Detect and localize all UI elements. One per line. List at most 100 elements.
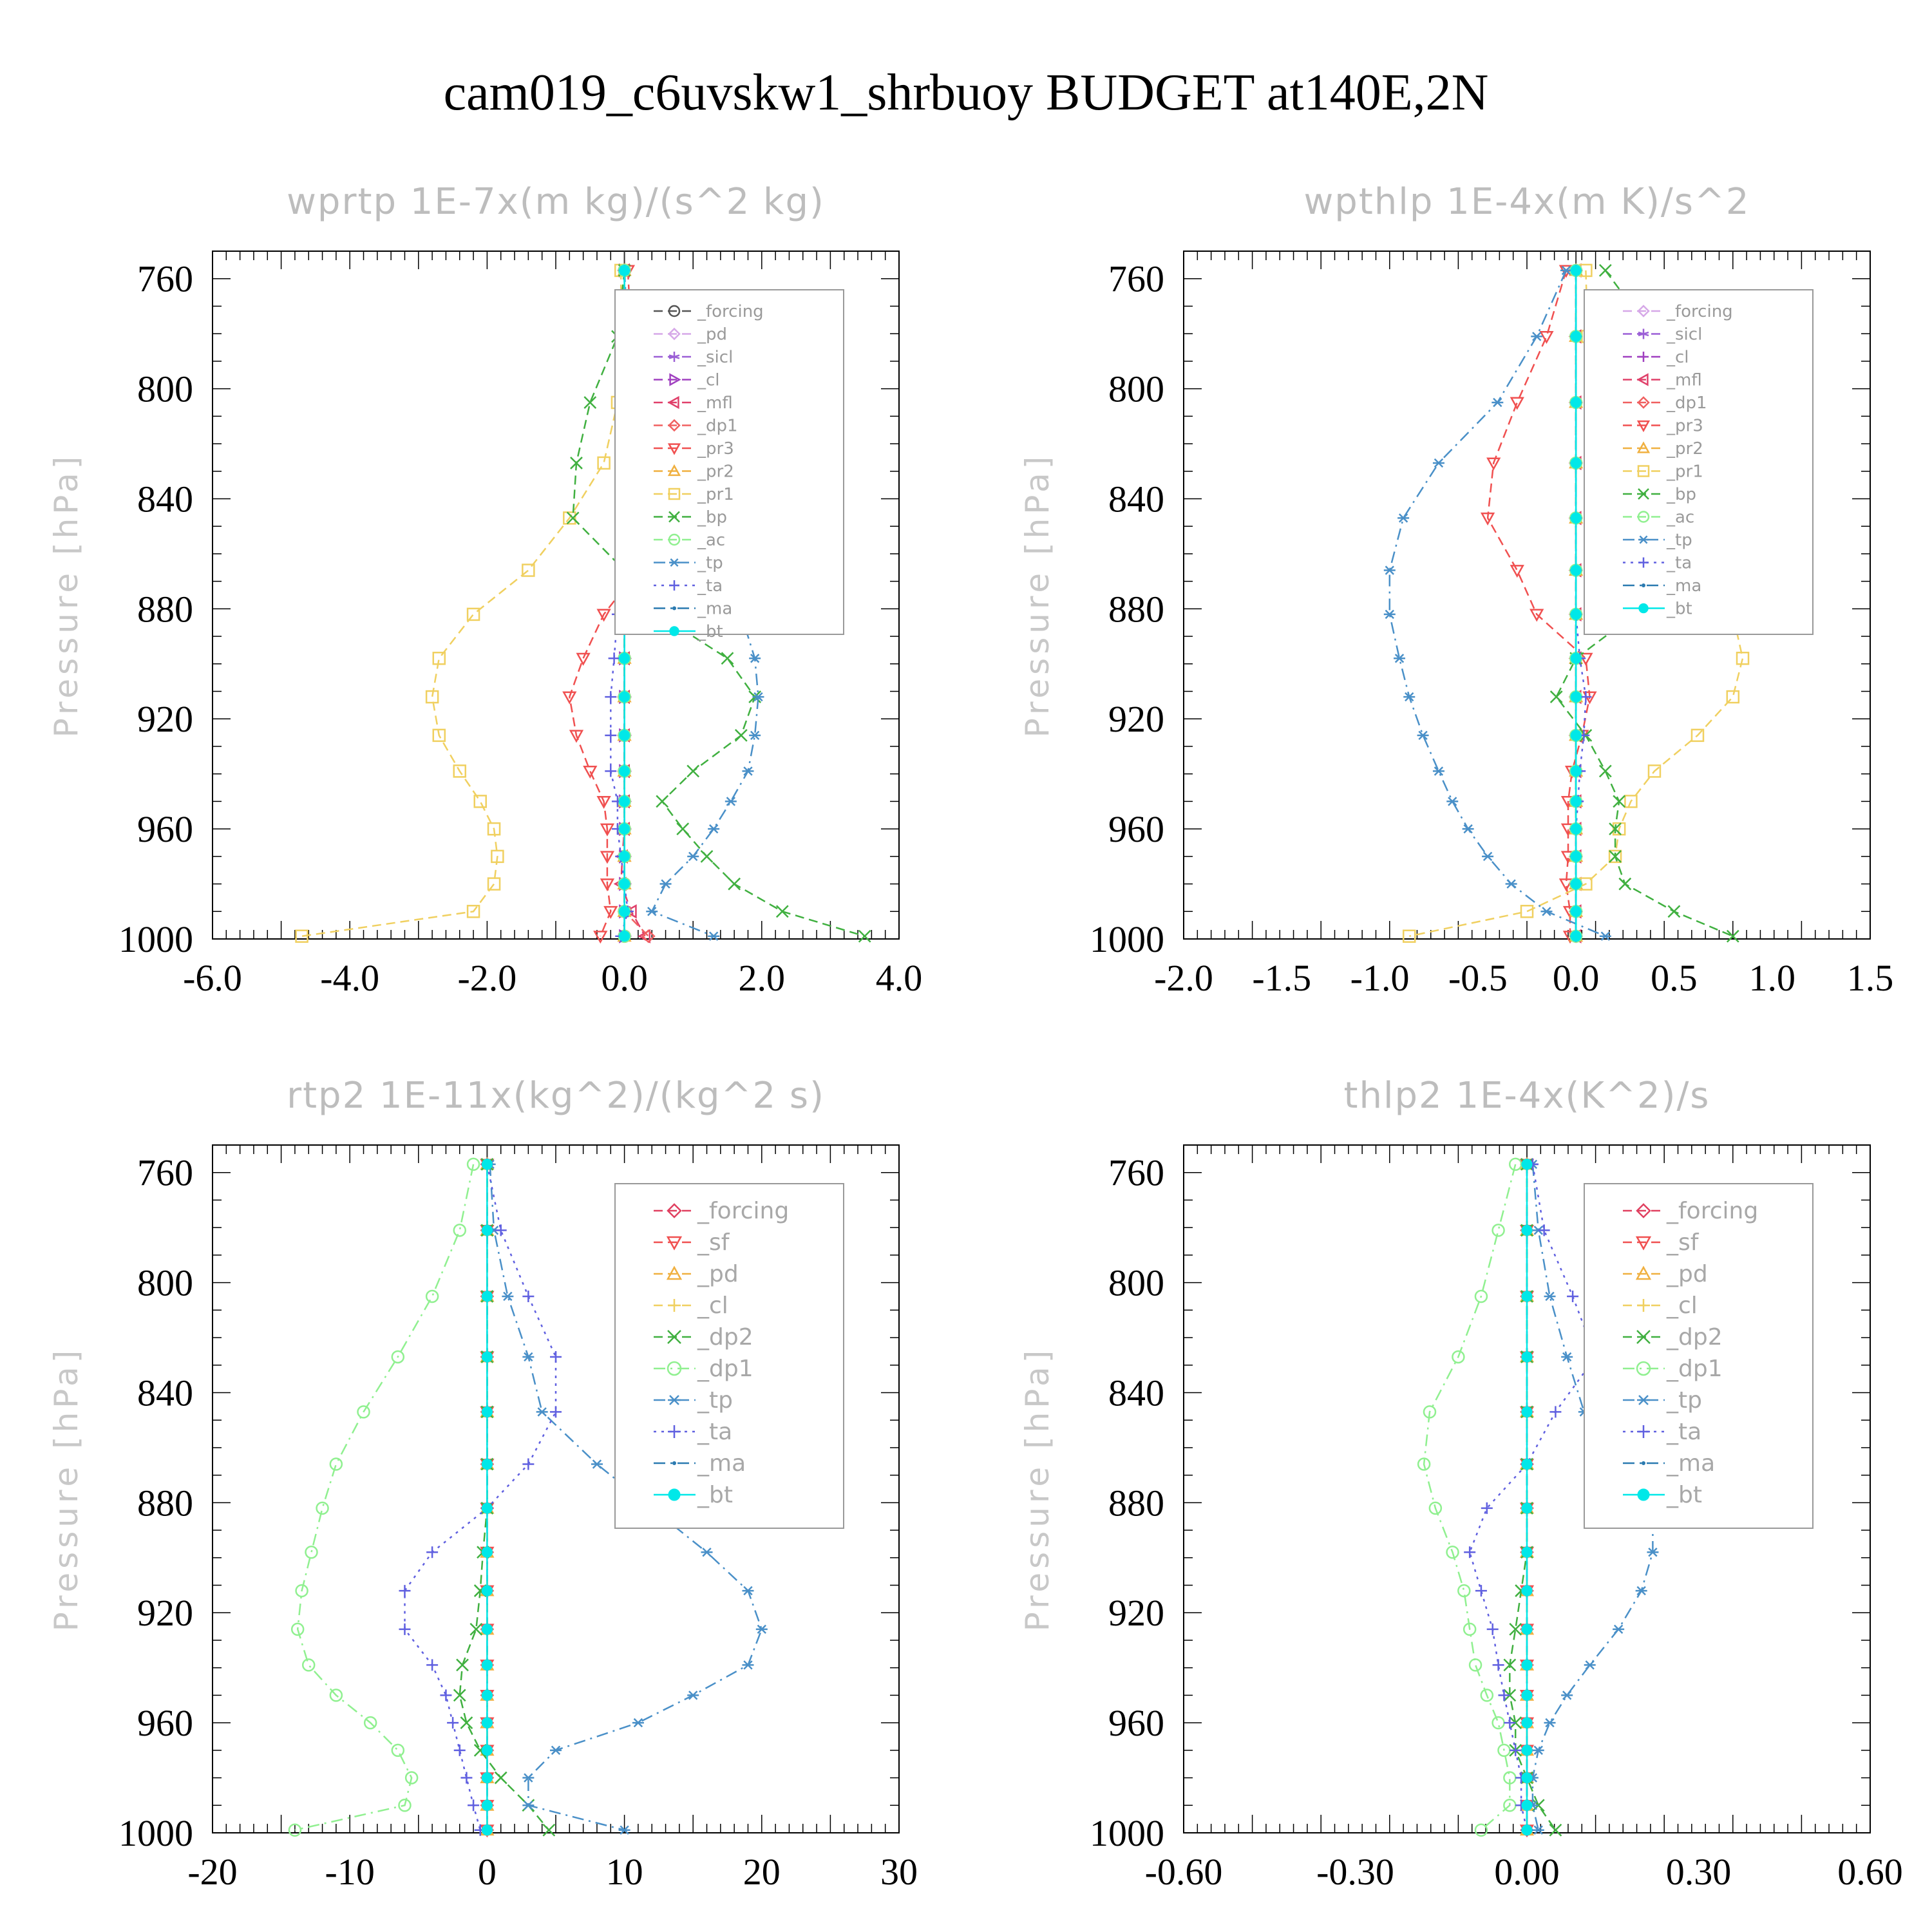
data-point xyxy=(550,1350,562,1363)
legend-item: _dp2 xyxy=(1623,1324,1723,1350)
legend-item: _pd xyxy=(1623,1261,1708,1287)
data-point xyxy=(1521,1159,1533,1170)
data-point xyxy=(447,1717,459,1729)
legend-marker xyxy=(1637,1425,1650,1438)
data-point xyxy=(1570,564,1582,576)
data-point xyxy=(632,1718,644,1728)
x-tick-label: -0.5 xyxy=(1448,957,1508,999)
legend-marker xyxy=(667,1203,682,1218)
legend-item: _bt xyxy=(1623,600,1692,619)
data-point xyxy=(1417,1457,1431,1471)
data-point xyxy=(591,1459,603,1469)
legend-box xyxy=(1584,1183,1814,1529)
legend-marker xyxy=(667,1330,681,1344)
data-point xyxy=(775,905,789,918)
data-point xyxy=(1570,397,1582,408)
x-tick-label: -2.0 xyxy=(457,957,516,999)
series-tp xyxy=(1383,265,1611,941)
legend: _forcing _sf _pd _cl _dp2 _dp1 _tp _ta _ma _bt xyxy=(1584,1183,1814,1529)
data-point xyxy=(1510,1744,1522,1756)
data-point xyxy=(1612,822,1626,836)
x-tick-label: 4.0 xyxy=(876,957,923,999)
data-point xyxy=(1532,1745,1544,1756)
data-point xyxy=(481,1291,493,1302)
data-point xyxy=(619,730,630,741)
data-point xyxy=(1726,929,1739,943)
data-point xyxy=(460,1772,473,1784)
data-point xyxy=(398,1799,412,1812)
legend-label: _ta xyxy=(697,576,723,596)
legend-item: _pd xyxy=(654,325,727,345)
legend-label: _ta xyxy=(1666,1419,1701,1445)
data-point xyxy=(1538,1224,1550,1236)
data-point xyxy=(1423,1405,1437,1419)
x-tick-label: 0.00 xyxy=(1494,1851,1560,1893)
data-point xyxy=(576,652,591,666)
legend-item: _pr2 xyxy=(1623,439,1703,459)
series-line xyxy=(301,270,622,937)
data-point xyxy=(1598,764,1612,778)
data-point xyxy=(641,929,656,943)
legend-label: _bt xyxy=(697,622,723,641)
series-line xyxy=(294,1164,475,1831)
data-point xyxy=(742,766,754,776)
data-point xyxy=(1428,1501,1443,1515)
data-point xyxy=(583,396,597,409)
y-tick-label: 960 xyxy=(137,808,193,850)
series-dp2 xyxy=(453,1158,556,1837)
legend-marker xyxy=(1637,1299,1650,1312)
data-point xyxy=(404,1771,419,1785)
legend-item: _cl xyxy=(1623,1293,1698,1319)
legend-label: _forcing xyxy=(1666,1198,1758,1224)
x-tick-label: -2.0 xyxy=(1154,957,1213,999)
legend-item: _mfl xyxy=(1623,371,1702,390)
data-point xyxy=(1570,512,1582,524)
data-point xyxy=(605,691,617,703)
legend-label: _bp xyxy=(697,508,727,527)
legend-item: _tp xyxy=(1623,1387,1702,1414)
legend-marker xyxy=(669,558,679,567)
legend-label: _ac xyxy=(697,531,725,550)
legend-item: _cl xyxy=(1623,348,1689,367)
data-point xyxy=(1504,1717,1516,1729)
x-tick-label: 0.60 xyxy=(1837,1851,1903,1893)
legend-item: _dp1 xyxy=(1623,393,1707,413)
legend-item: _pr3 xyxy=(1623,417,1703,436)
y-tick-label: 800 xyxy=(1108,368,1164,410)
data-point xyxy=(329,1457,343,1471)
series-pr3 xyxy=(1480,265,1597,944)
data-point xyxy=(522,1290,535,1302)
legend-item: _ma xyxy=(654,1450,746,1477)
legend-label: _sf xyxy=(1666,1229,1700,1256)
data-point xyxy=(432,728,446,743)
legend-marker xyxy=(1637,511,1650,523)
data-point xyxy=(357,1405,370,1419)
data-point xyxy=(1521,1224,1533,1236)
y-tick-label: 1000 xyxy=(1090,918,1164,960)
data-point xyxy=(1567,1290,1579,1302)
legend-item: _ma xyxy=(1623,576,1701,596)
data-point xyxy=(1468,1658,1482,1672)
data-point xyxy=(755,1624,768,1634)
data-point xyxy=(536,1407,548,1417)
data-point xyxy=(522,1458,535,1470)
data-point xyxy=(1558,878,1574,892)
data-point xyxy=(1635,1586,1647,1596)
data-point xyxy=(1394,654,1406,663)
legend-label: _dp1 xyxy=(697,1356,753,1382)
panel-3: rtp2 1E-11x(kg^2)/(kg^2 s) Pressure [hPa]… xyxy=(48,1075,918,1893)
data-point xyxy=(1508,1157,1522,1171)
legend-label: _tp xyxy=(1666,1387,1702,1414)
data-point xyxy=(1609,849,1622,863)
legend-item: _ta xyxy=(654,1419,732,1445)
legend-marker xyxy=(672,1461,676,1465)
x-tick-label: -0.30 xyxy=(1316,1851,1394,1893)
data-point xyxy=(1520,905,1534,918)
data-point xyxy=(1609,822,1622,836)
legend-label: _tp xyxy=(1666,531,1692,550)
data-point xyxy=(453,1689,466,1702)
data-point xyxy=(1530,609,1544,622)
data-point xyxy=(1510,565,1524,578)
legend-label: _mfl xyxy=(697,393,733,413)
data-point xyxy=(1618,877,1632,891)
